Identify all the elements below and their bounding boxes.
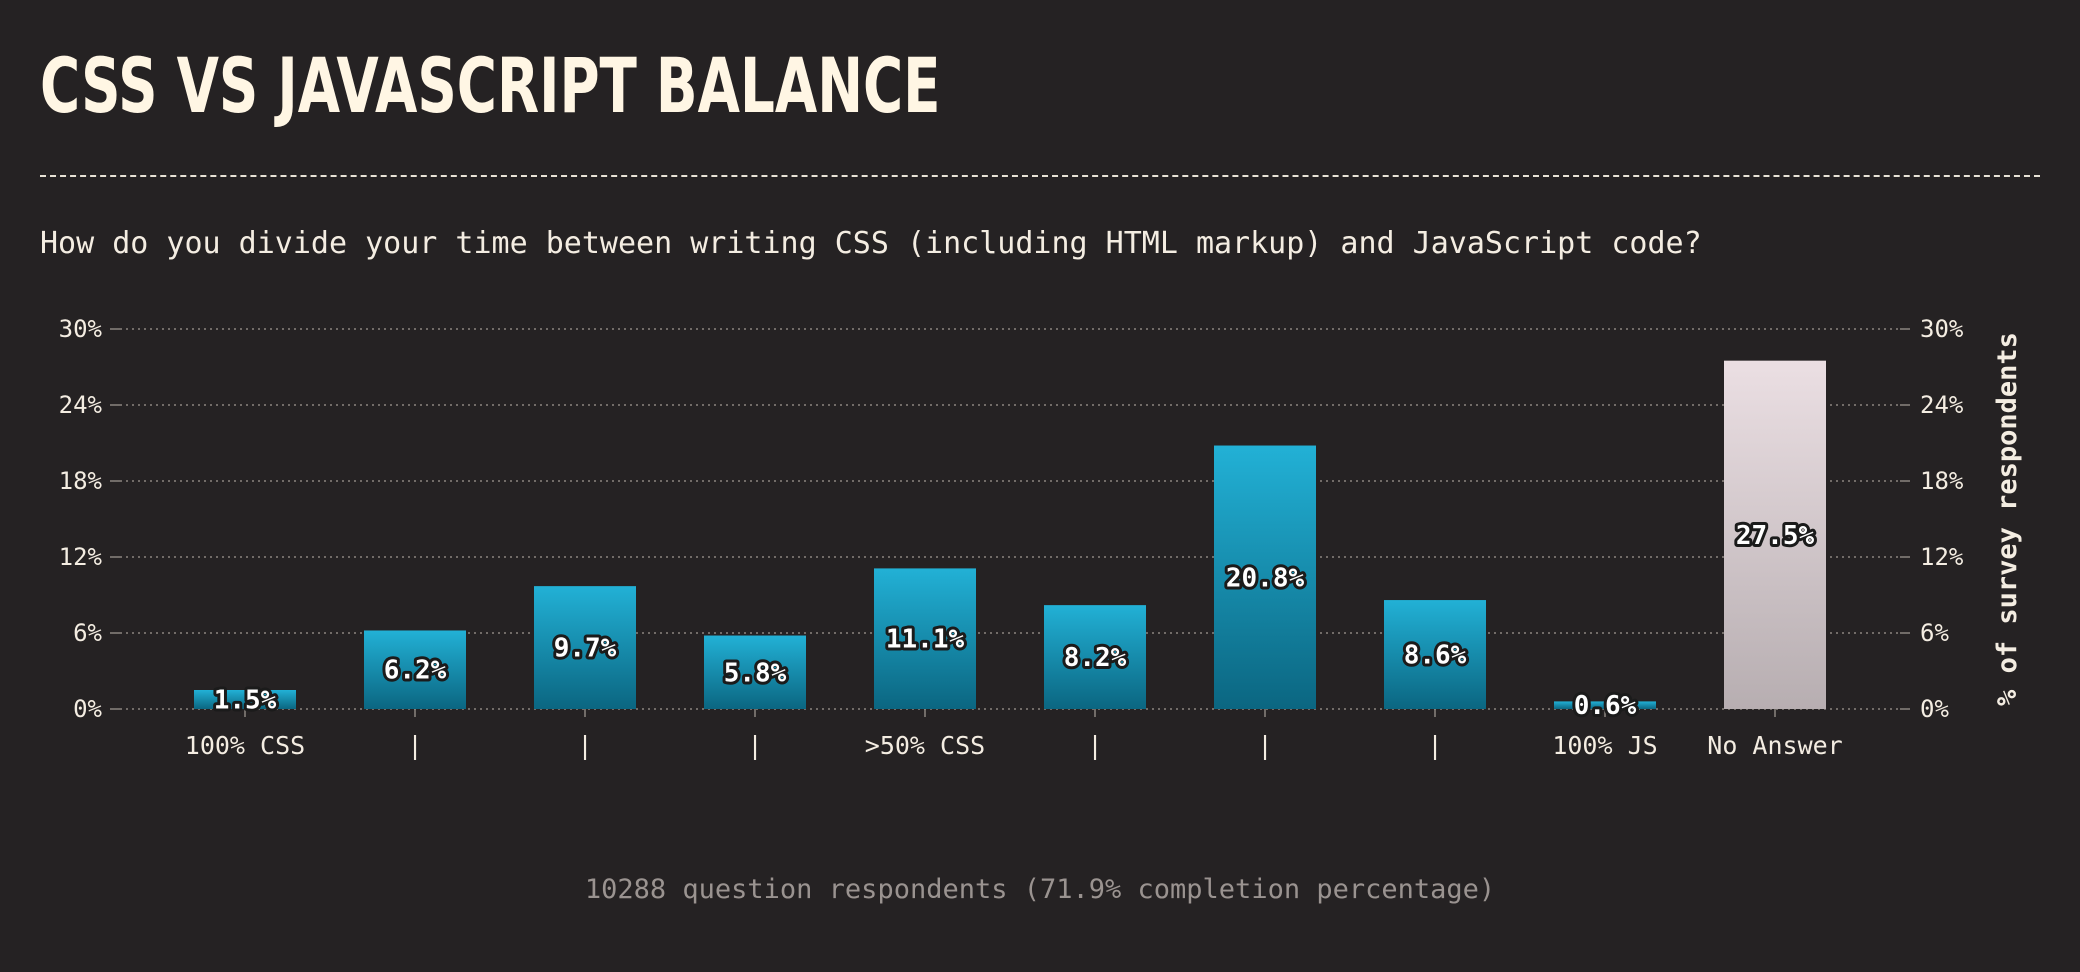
bar <box>534 586 636 709</box>
y-tick-label-right: 12% <box>1920 543 1964 571</box>
chart-question: How do you divide your time between writ… <box>40 226 1702 261</box>
bar <box>874 568 976 709</box>
x-tick-label: No Answer <box>1707 731 1842 760</box>
bar <box>1724 360 1826 709</box>
bar <box>1384 600 1486 709</box>
x-tick-label: | <box>577 731 592 760</box>
bar <box>194 690 296 709</box>
y-tick-label-right: 24% <box>1920 391 1964 419</box>
bar-value-label: 9.7% <box>554 634 617 664</box>
x-tick-label: >50% CSS <box>865 731 985 760</box>
x-tick-label: 100% JS <box>1552 731 1657 760</box>
bar <box>1554 701 1656 709</box>
x-tick-label: | <box>747 731 762 760</box>
bar-value-label: 8.6% <box>1404 641 1467 671</box>
bar-value-label: 6.2% <box>384 656 447 686</box>
y-tick-label-left: 18% <box>59 467 103 495</box>
bar-value-label: 1.5% <box>214 686 277 716</box>
y-tick-label-right: 30% <box>1920 315 1964 343</box>
bar-value-label: 8.2% <box>1064 643 1127 673</box>
x-tick-label: 100% CSS <box>185 731 305 760</box>
x-tick-label: | <box>1257 731 1272 760</box>
bar-value-label: 5.8% <box>724 658 787 688</box>
bar-value-label: 0.6% <box>1574 691 1637 721</box>
y-tick-label-left: 30% <box>59 315 103 343</box>
x-tick-label: | <box>1427 731 1442 760</box>
y-tick-label-right: 18% <box>1920 467 1964 495</box>
bar <box>364 630 466 709</box>
bar-value-label: 11.1% <box>886 625 965 655</box>
x-axis-labels: 100% CSS | | | >50% CSS | | | 100% JS No Answer <box>185 709 1843 760</box>
bars <box>194 360 1826 709</box>
bar <box>704 635 806 709</box>
y-axes: 0% 0% 6% 6% 12% 12% 18% 18% 24% 24% 30% 30% <box>59 315 1964 723</box>
chart-title: CSS VS JAVASCRIPT BALANCE <box>40 41 941 130</box>
bar <box>1214 445 1316 709</box>
title-divider <box>40 175 2040 177</box>
y-tick-label-left: 12% <box>59 543 103 571</box>
y-tick-label-left: 6% <box>73 619 102 647</box>
y-tick-label-right: 6% <box>1920 619 1949 647</box>
bar-value-label: 20.8% <box>1226 563 1305 593</box>
x-tick-label: | <box>407 731 422 760</box>
bar-value-label: 27.5% <box>1736 521 1815 551</box>
bar-data-labels: 1.5% 6.2% 9.7% 5.8% 11.1% 8.2% 20.8% 8.6% 0.6% 27… <box>211 518 1818 724</box>
bar <box>1044 605 1146 709</box>
y-tick-label-left: 24% <box>59 391 103 419</box>
respondents-note: 10288 question respondents (71.9% comple… <box>584 874 1496 905</box>
y-axis-title: % of survey respondents <box>1992 332 2023 706</box>
y-tick-label-right: 0% <box>1920 695 1949 723</box>
x-tick-label: | <box>1087 731 1102 760</box>
y-tick-label-left: 0% <box>73 695 102 723</box>
